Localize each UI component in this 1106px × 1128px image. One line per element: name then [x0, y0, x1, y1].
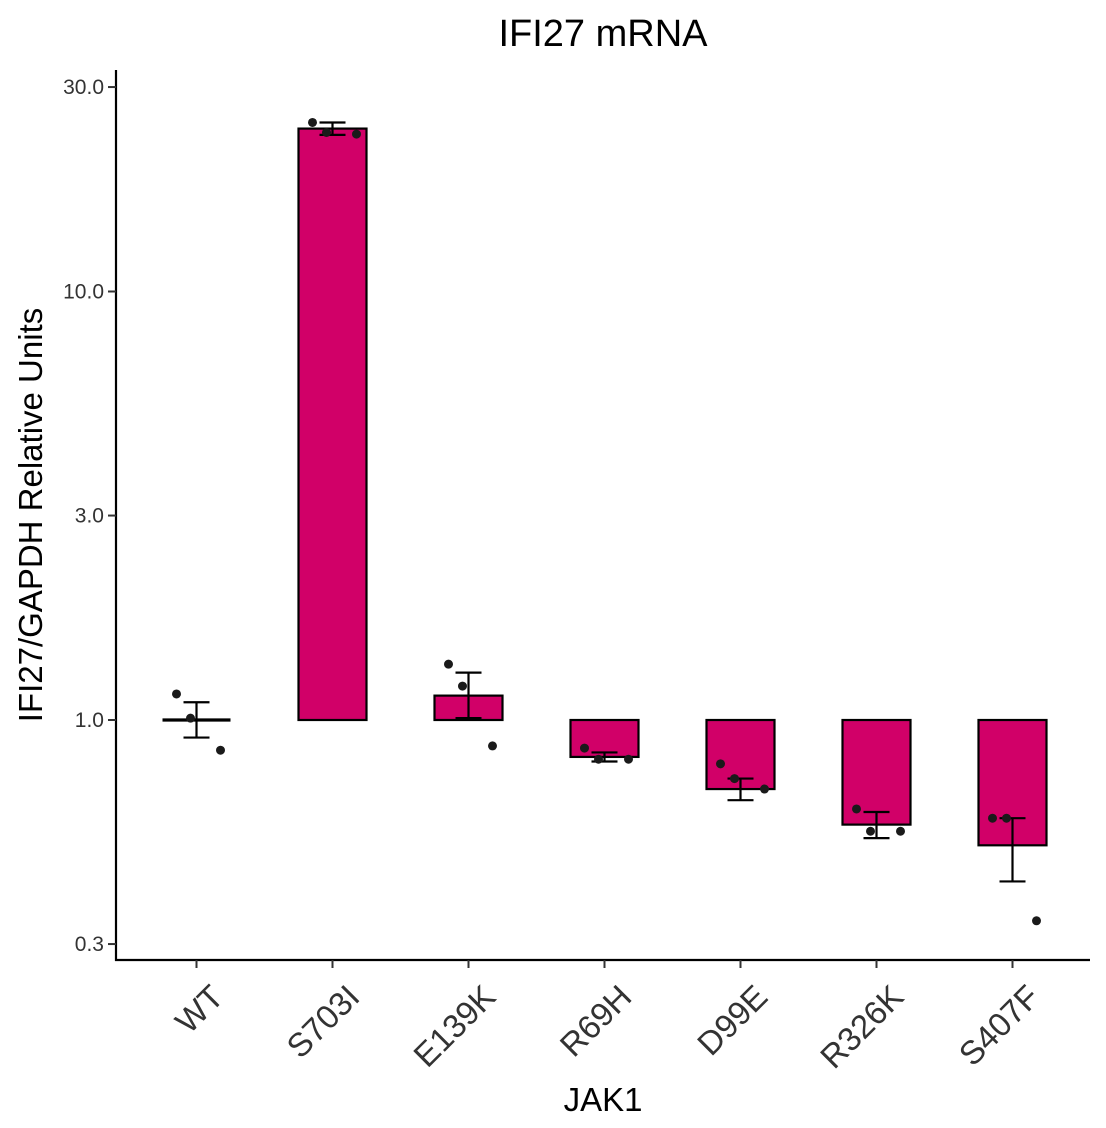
point-e139k-3: [488, 741, 497, 750]
y-tick-label-3: 10.0: [63, 281, 104, 304]
y-tick-label-0: 0.3: [75, 933, 104, 956]
point-s407f-1: [988, 814, 997, 823]
point-e139k-2: [458, 682, 467, 691]
point-d99e-2: [730, 774, 739, 783]
x-tick-label-r69h: R69H: [553, 978, 639, 1064]
point-d99e-1: [716, 759, 725, 768]
point-r326k-3: [896, 827, 905, 836]
point-r69h-3: [624, 755, 633, 764]
y-tick-label-4: 30.0: [63, 76, 104, 99]
point-s703i-3: [352, 130, 361, 139]
point-r69h-2: [594, 755, 603, 764]
point-s703i-2: [322, 128, 331, 137]
x-tick-label-s407f: S407F: [952, 978, 1047, 1073]
x-tick-label-s703i: S703I: [279, 978, 366, 1065]
point-r326k-1: [852, 804, 861, 813]
y-tick-label-2: 3.0: [75, 505, 104, 528]
bar-s703i: [299, 129, 367, 720]
y-axis-title: IFI27/GAPDH Relative Units: [12, 308, 49, 722]
point-d99e-3: [760, 785, 769, 794]
y-tick-label-1: 1.0: [75, 709, 104, 732]
point-wt-3: [216, 746, 225, 755]
x-tick-label-d99e: D99E: [690, 978, 775, 1063]
x-axis-title: JAK1: [564, 1081, 643, 1118]
chart-title: IFI27 mRNA: [498, 13, 708, 55]
point-r69h-1: [580, 744, 589, 753]
x-tick-label-r326k: R326K: [813, 978, 911, 1076]
point-wt-1: [172, 689, 181, 698]
x-tick-label-wt: WT: [168, 978, 230, 1040]
point-wt-2: [186, 714, 195, 723]
point-e139k-1: [444, 660, 453, 669]
point-s407f-3: [1032, 916, 1041, 925]
x-ticks-layer: WT S703I E139K R69H D99E R326K S407F: [168, 960, 1046, 1075]
point-s703i-1: [308, 118, 317, 127]
x-tick-label-e139k: E139K: [406, 978, 502, 1074]
y-ticks-layer: 0.3 1.0 3.0 10.0 30.0: [63, 76, 116, 956]
point-r326k-2: [866, 827, 875, 836]
bars-layer: [163, 129, 1047, 846]
point-s407f-2: [1002, 814, 1011, 823]
